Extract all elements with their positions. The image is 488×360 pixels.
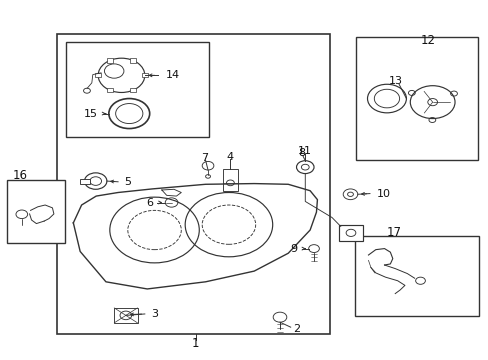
- Text: 2: 2: [292, 324, 300, 334]
- Bar: [142, 73, 147, 77]
- Text: 13: 13: [388, 76, 403, 86]
- Text: 5: 5: [123, 177, 131, 187]
- Text: 6: 6: [146, 198, 153, 207]
- Text: 15: 15: [83, 109, 98, 118]
- Text: 9: 9: [290, 244, 297, 253]
- Text: 12: 12: [420, 34, 435, 47]
- Bar: [130, 58, 136, 63]
- Bar: [107, 88, 113, 92]
- Bar: [355, 236, 478, 316]
- Bar: [95, 73, 101, 77]
- Bar: [222, 169, 238, 191]
- Bar: [114, 308, 137, 323]
- Bar: [80, 179, 90, 184]
- Bar: [339, 225, 362, 241]
- Text: 3: 3: [151, 309, 158, 319]
- Bar: [57, 33, 329, 334]
- Bar: [356, 37, 477, 160]
- Bar: [130, 88, 136, 92]
- Text: 4: 4: [226, 152, 233, 162]
- Bar: [107, 58, 113, 63]
- Bar: [65, 42, 208, 137]
- Text: 8: 8: [298, 148, 305, 158]
- Bar: [7, 180, 64, 243]
- Text: 11: 11: [298, 147, 312, 157]
- Text: 14: 14: [165, 70, 180, 80]
- Text: 16: 16: [12, 169, 27, 182]
- Text: 17: 17: [386, 226, 401, 239]
- Text: 10: 10: [376, 189, 390, 199]
- Text: 1: 1: [192, 337, 199, 350]
- Text: 7: 7: [201, 153, 208, 163]
